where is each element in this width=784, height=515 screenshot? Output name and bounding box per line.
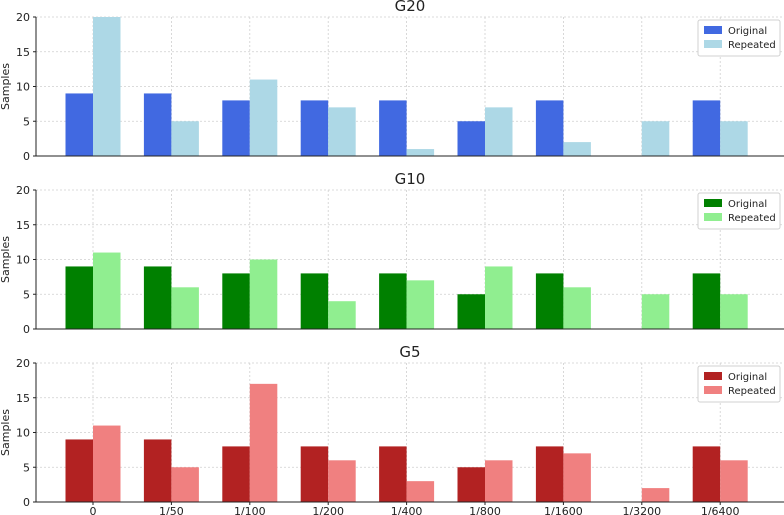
x-tick-label: 1/400 [391, 505, 423, 515]
bar-original-0 [65, 439, 93, 502]
bar-original-0 [65, 266, 93, 329]
bar-original-1-400 [379, 100, 407, 156]
legend-swatch-repeated [704, 386, 722, 394]
bar-original-1-800 [457, 294, 485, 329]
bar-repeated-1-100 [249, 79, 278, 156]
bar-original-1-1600 [535, 446, 564, 502]
y-tick-label: 5 [23, 115, 30, 128]
y-tick-label: 0 [23, 150, 30, 163]
bar-repeated-1-1600 [563, 453, 591, 502]
y-tick-label: 0 [23, 323, 30, 336]
bar-original-1-1600 [535, 273, 564, 329]
y-tick-label: 20 [16, 357, 30, 370]
legend-label-repeated: Repeated [728, 40, 776, 51]
bar-repeated-1-800 [485, 460, 513, 502]
bar-repeated-1-6400 [720, 460, 748, 502]
bar-original-1-800 [457, 121, 485, 156]
bar-repeated-1-200 [328, 107, 356, 156]
bar-original-0 [65, 93, 93, 156]
bar-repeated-1-1600 [563, 287, 591, 329]
bar-repeated-1-3200 [641, 294, 670, 329]
bar-repeated-1-3200 [641, 488, 670, 502]
legend-swatch-repeated [704, 40, 722, 48]
chart-title: G5 [399, 343, 420, 361]
bar-original-1-200 [300, 446, 329, 502]
legend-swatch-original [704, 26, 722, 34]
y-tick-label: 5 [23, 461, 30, 474]
bar-original-1-200 [300, 273, 329, 329]
x-tick-label: 1/3200 [622, 505, 661, 515]
y-tick-label: 15 [16, 219, 30, 232]
bar-repeated-1-1600 [563, 142, 591, 156]
bar-repeated-1-400 [406, 481, 435, 502]
bar-original-1-50 [143, 266, 172, 329]
bar-original-1-50 [143, 439, 172, 502]
bar-original-1-400 [379, 273, 407, 329]
y-tick-label: 15 [16, 392, 30, 405]
legend-label-original: Original [728, 199, 767, 210]
bar-repeated-1-100 [249, 259, 278, 329]
bar-original-1-6400 [692, 446, 721, 502]
bar-repeated-0 [93, 17, 121, 156]
bar-repeated-1-6400 [720, 121, 748, 156]
x-tick-label: 0 [90, 505, 97, 515]
y-tick-label: 10 [16, 254, 30, 267]
y-tick-label: 10 [16, 427, 30, 440]
chart-title: G10 [395, 170, 426, 188]
legend-label-repeated: Repeated [728, 213, 776, 224]
bar-original-1-100 [222, 100, 250, 156]
x-tick-label: 1/6400 [701, 505, 740, 515]
chart-panel-g10: G10 0 5 10 15 20 Samples Original Repeated [0, 170, 784, 336]
legend-label-original: Original [728, 372, 767, 383]
bar-original-1-6400 [692, 273, 721, 329]
y-tick-label: 10 [16, 81, 30, 94]
bar-repeated-1-800 [485, 107, 513, 156]
legend-label-original: Original [728, 26, 767, 37]
x-tick-label: 1/100 [234, 505, 266, 515]
bar-original-1-800 [457, 467, 485, 502]
legend-swatch-original [704, 199, 722, 207]
bar-repeated-1-400 [406, 280, 435, 329]
legend-swatch-original [704, 372, 722, 380]
y-tick-label: 20 [16, 11, 30, 24]
bar-repeated-1-100 [249, 383, 278, 502]
bar-original-1-400 [379, 446, 407, 502]
bar-original-1-100 [222, 446, 250, 502]
bar-original-1-50 [143, 93, 172, 156]
bar-repeated-1-50 [171, 467, 199, 502]
y-tick-label: 5 [23, 288, 30, 301]
bar-repeated-1-50 [171, 121, 199, 156]
legend-label-repeated: Repeated [728, 386, 776, 397]
y-axis-label: Samples [0, 409, 12, 456]
y-axis-label: Samples [0, 63, 12, 110]
chart-title: G20 [395, 0, 426, 15]
x-tick-label: 1/200 [312, 505, 344, 515]
bar-repeated-0 [93, 425, 121, 502]
bar-repeated-0 [93, 252, 121, 329]
bar-original-1-6400 [692, 100, 721, 156]
x-tick-label: 1/1600 [544, 505, 583, 515]
bar-original-1-1600 [535, 100, 564, 156]
bar-repeated-1-400 [406, 149, 435, 156]
bar-repeated-1-6400 [720, 294, 748, 329]
bar-original-1-100 [222, 273, 250, 329]
x-tick-label: 1/800 [469, 505, 501, 515]
y-tick-label: 20 [16, 184, 30, 197]
y-tick-label: 15 [16, 46, 30, 59]
bar-original-1-200 [300, 100, 329, 156]
chart-panel-g20: G20 0 5 10 15 20 Samples Original Repeated [0, 0, 784, 163]
bar-repeated-1-3200 [641, 121, 670, 156]
bar-repeated-1-800 [485, 266, 513, 329]
bar-repeated-1-50 [171, 287, 199, 329]
legend-swatch-repeated [704, 213, 722, 221]
y-tick-label: 0 [23, 496, 30, 509]
bar-repeated-1-200 [328, 460, 356, 502]
chart-panel-g5: G5 0 5 10 15 20 Samples 0 1/50 1/100 1/200 1/400 1/8… [0, 343, 784, 515]
y-axis-label: Samples [0, 236, 12, 283]
x-tick-label: 1/50 [159, 505, 184, 515]
bar-repeated-1-200 [328, 301, 356, 329]
